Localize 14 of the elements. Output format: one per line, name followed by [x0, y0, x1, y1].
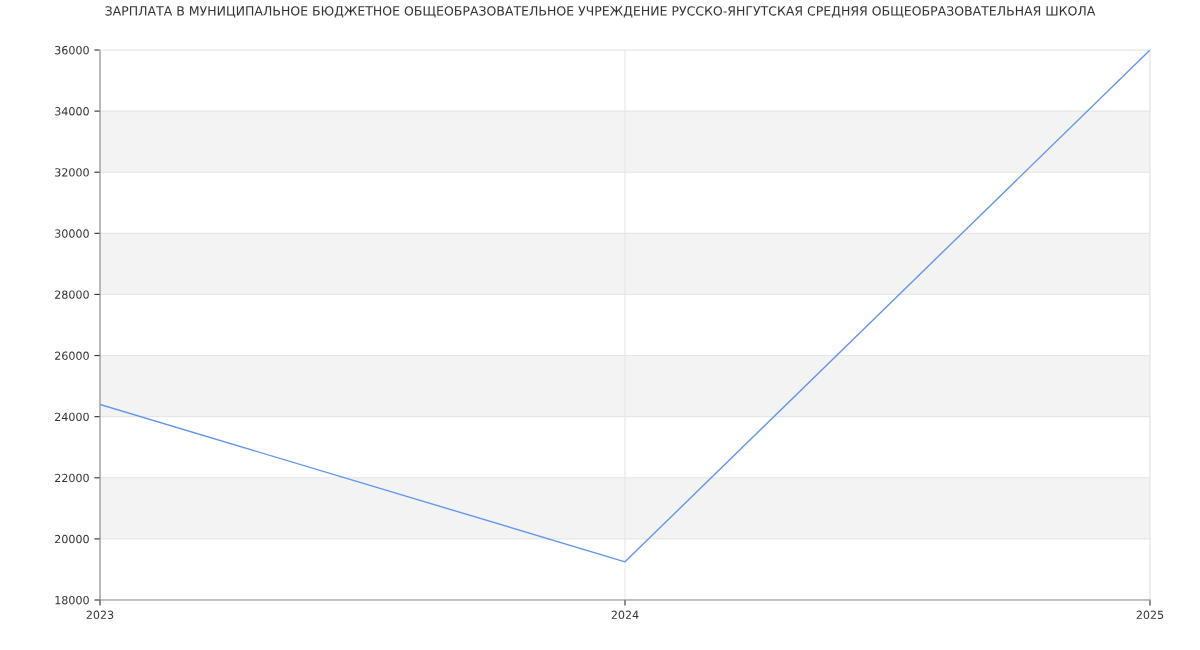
y-tick-label: 26000: [55, 351, 89, 360]
y-tick-label: 22000: [55, 473, 89, 483]
x-tick-label: 2023: [86, 610, 114, 620]
x-tick-label: 2025: [1136, 610, 1164, 620]
chart-title: ЗАРПЛАТА В МУНИЦИПАЛЬНОЕ БЮДЖЕТНОЕ ОБЩЕОБРАЗОВАТЕЛЬНОЕ УЧРЕЖДЕНИЕ РУССКО-ЯНГУТСКАЯ СРЕДНЯЯ ОБЩЕОБРАЗОВАТЕЛЬНАЯ ШКОЛА: [105, 6, 1096, 18]
y-tick-label: 18000: [55, 595, 89, 605]
x-tick-label: 2024: [611, 610, 639, 620]
y-tick-label: 36000: [55, 45, 89, 55]
y-tick-label: 24000: [55, 412, 89, 422]
y-tick-label: 30000: [55, 229, 89, 238]
y-tick-label: 20000: [55, 534, 89, 544]
y-tick-label: 32000: [55, 168, 89, 177]
y-tick-label: 28000: [55, 290, 89, 299]
y-tick-label: 34000: [55, 107, 89, 116]
